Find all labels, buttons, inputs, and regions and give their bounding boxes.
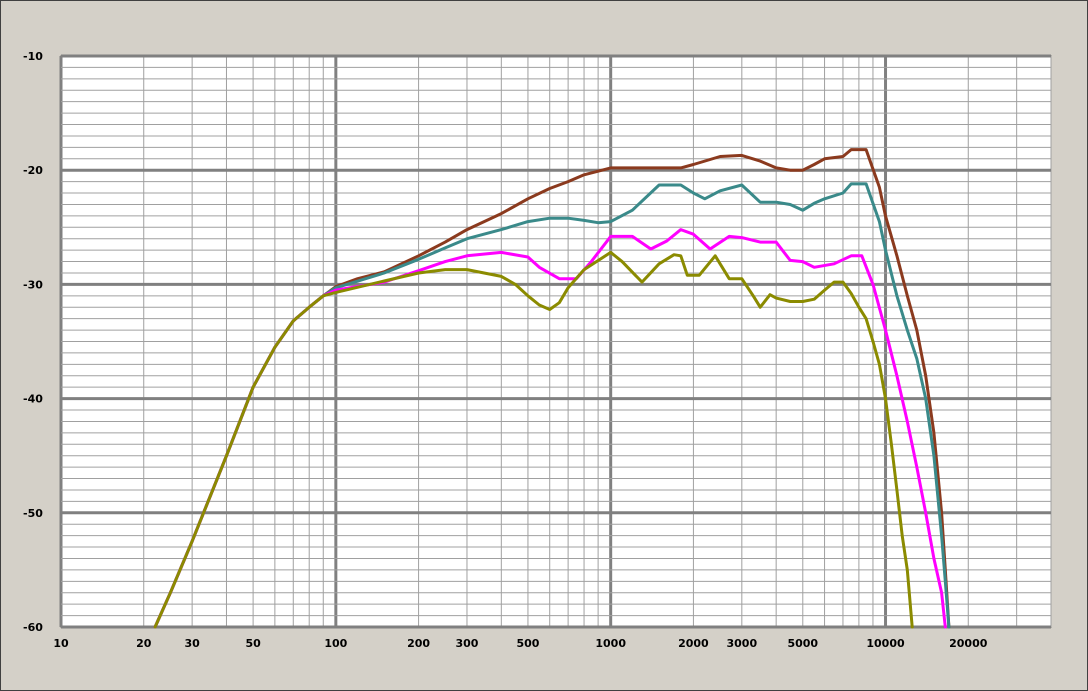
- x-tick-label: 100: [324, 637, 347, 650]
- x-tick-label: 200: [407, 637, 430, 650]
- y-tick-label: -30: [23, 278, 43, 291]
- x-tick-label: 30: [184, 637, 200, 650]
- y-tick-label: -60: [23, 621, 43, 634]
- y-tick-label: -50: [23, 507, 43, 520]
- series-lines: [153, 148, 951, 629]
- x-tick-label: 10: [53, 637, 69, 650]
- x-tick-label: 5000: [787, 637, 818, 650]
- x-tick-label: 10000: [866, 637, 905, 650]
- x-tick-label: 20: [136, 637, 152, 650]
- x-tick-label: 500: [516, 637, 539, 650]
- x-tick-labels: 10 20 30 50 100 200 300 500 1000 2000 3000 5000 1000…: [53, 637, 987, 650]
- x-tick-label: 2000: [678, 637, 709, 650]
- y-tick-label: -20: [23, 164, 43, 177]
- x-tick-label: 1000: [595, 637, 626, 650]
- x-tick-label: 20000: [949, 637, 988, 650]
- x-tick-label: 50: [245, 637, 261, 650]
- series-line-4: [153, 250, 914, 629]
- y-tick-labels: -10 -20 -30 -40 -50 -60: [23, 50, 43, 634]
- x-tick-label: 300: [455, 637, 478, 650]
- x-tick-label: 3000: [727, 637, 758, 650]
- y-tick-label: -10: [23, 50, 43, 63]
- y-tick-label: -40: [23, 393, 43, 406]
- grid: [59, 54, 1052, 629]
